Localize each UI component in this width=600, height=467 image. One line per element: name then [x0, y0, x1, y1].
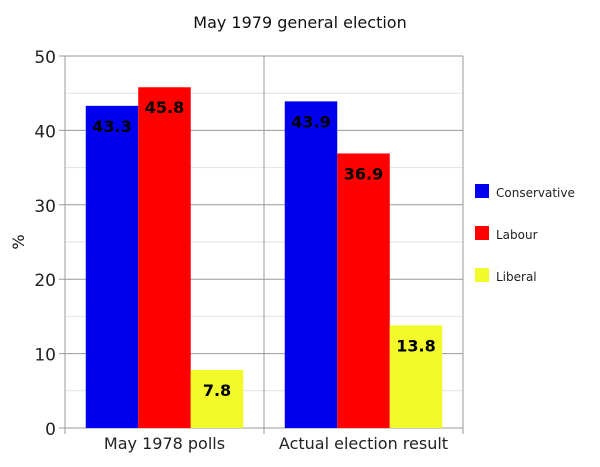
bar-labour: [337, 153, 390, 429]
legend-label: Labour: [496, 228, 538, 242]
bar-labour: [138, 87, 191, 429]
data-label: 45.8: [145, 98, 184, 117]
data-label: 13.8: [396, 336, 435, 355]
x-tick-label: Actual election result: [279, 434, 448, 453]
y-axis-label: %: [9, 234, 28, 249]
chart-title: May 1979 general election: [193, 13, 406, 32]
data-label: 7.8: [203, 381, 231, 400]
legend-swatch-conservative: [475, 184, 489, 198]
legend-label: Liberal: [496, 270, 537, 284]
y-tick-label: 50: [34, 48, 56, 68]
bar-conservative: [284, 101, 338, 428]
legend-label: Conservative: [496, 186, 575, 200]
y-tick-label: 30: [34, 197, 56, 217]
legend-swatch-liberal: [475, 268, 489, 282]
bar-liberal: [190, 369, 244, 428]
data-label: 43.3: [92, 117, 131, 136]
data-label: 36.9: [344, 164, 383, 183]
y-tick-label: 40: [34, 122, 56, 142]
bar-conservative: [85, 105, 139, 429]
x-tick-label: May 1978 polls: [104, 434, 225, 453]
bar-liberal: [389, 325, 443, 428]
legend-swatch-labour: [475, 226, 489, 240]
y-tick-label: 10: [34, 346, 56, 366]
y-tick-label: 20: [34, 271, 56, 291]
data-label: 43.9: [291, 112, 330, 131]
y-tick-label: 0: [45, 420, 56, 440]
